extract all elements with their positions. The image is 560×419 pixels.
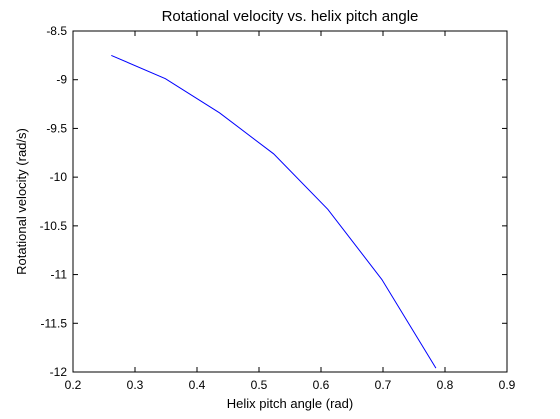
- y-tick-label: -11: [51, 268, 68, 282]
- y-tick-label: -9: [56, 73, 67, 87]
- x-tick-label: 0.7: [375, 378, 392, 392]
- chart-title: Rotational velocity vs. helix pitch angl…: [162, 8, 419, 25]
- x-tick-label: 0.5: [251, 378, 268, 392]
- y-tick-label: -11.5: [41, 316, 68, 330]
- x-tick-label: 0.2: [65, 378, 82, 392]
- series-lines: [111, 54, 437, 369]
- y-tick-label: -8.5: [46, 24, 67, 38]
- x-tick-label: 0.3: [127, 378, 144, 392]
- y-tick-label: -10.5: [40, 219, 68, 233]
- plot-area: [72, 30, 508, 373]
- series-line: [111, 54, 437, 369]
- y-tick-label: -10: [50, 170, 68, 184]
- axis-ticks: [72, 30, 508, 373]
- x-tick-label: 0.9: [499, 378, 516, 392]
- x-axis-label: Helix pitch angle (rad): [227, 396, 353, 411]
- x-tick-label: 0.4: [189, 378, 206, 392]
- axis-tick-labels: 0.2 0.3 0.4 0.5 0.6 0.7 0.8 0.9 -12 -11.5 -11 -10.5…: [40, 24, 516, 392]
- x-tick-label: 0.6: [313, 378, 330, 392]
- y-tick-label: -12: [50, 365, 68, 379]
- x-tick-label: 0.8: [437, 378, 454, 392]
- y-tick-label: -9.5: [46, 121, 67, 135]
- y-axis-label: Rotational velocity (rad/s): [14, 128, 29, 275]
